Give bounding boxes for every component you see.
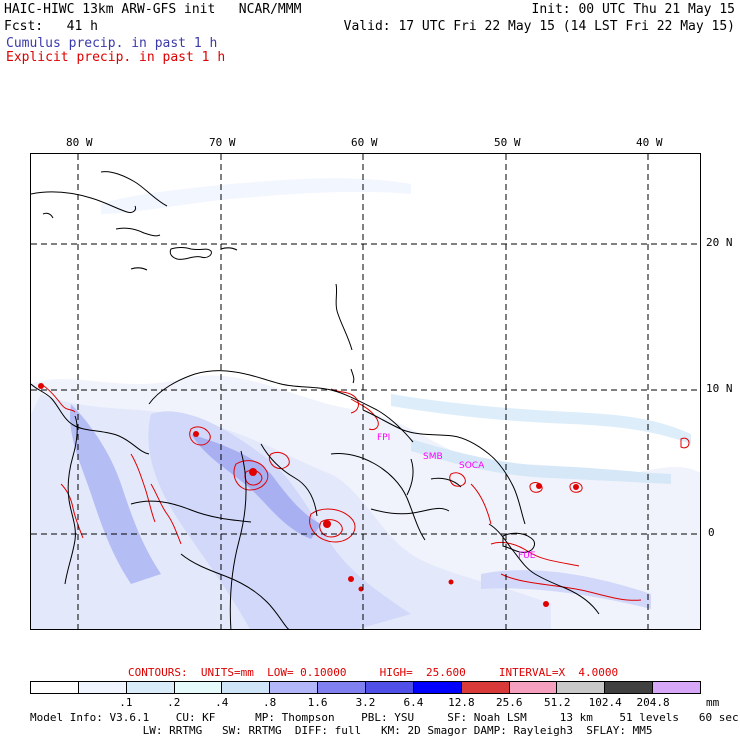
- lon-label-40w: 40 W: [636, 136, 663, 149]
- title-line: HAIC-HIWC 13km ARW-GFS init NCAR/MMM: [4, 2, 302, 17]
- colorbar-segment: [78, 682, 127, 693]
- colorbar-segment: [126, 682, 175, 693]
- colorbar-unit: mm: [706, 696, 720, 709]
- cumulus-legend: Cumulus precip. in past 1 h: [6, 36, 218, 51]
- colorbar-label: 51.2: [543, 696, 571, 709]
- explicit-legend: Explicit precip. in past 1 h: [6, 50, 226, 65]
- station-label-soca: SOCA: [459, 461, 485, 471]
- colorbar-segment: [318, 682, 367, 693]
- colorbar-label: .8: [263, 696, 277, 709]
- lon-label-50w: 50 W: [494, 136, 521, 149]
- colorbar-segment: [413, 682, 462, 693]
- colorbar-label: .1: [119, 696, 133, 709]
- station-label-fpi: FPI: [377, 433, 390, 443]
- colorbar-label: 1.6: [307, 696, 328, 709]
- colorbar-label: 3.2: [355, 696, 376, 709]
- cumulus-precip-shading: [31, 178, 700, 629]
- colorbar-label: 102.4: [588, 696, 622, 709]
- model-info-line2: LW: RRTMG SW: RRTMG DIFF: full KM: 2D Sm…: [30, 724, 653, 737]
- lat-label-20n: 20 N: [706, 236, 733, 249]
- lon-label-70w: 70 W: [209, 136, 236, 149]
- forecast-hour: Fcst: 41 h: [4, 19, 98, 34]
- colorbar-segment: [366, 682, 414, 693]
- colorbar-segment: [461, 682, 510, 693]
- colorbar-segment: [270, 682, 319, 693]
- lat-label-0: 0: [708, 526, 715, 539]
- colorbar-label: .4: [215, 696, 229, 709]
- colorbar-label: 12.8: [448, 696, 475, 709]
- colorbar-label: 6.4: [403, 696, 424, 709]
- map-canvas: FPI SMB SOCA FUE: [31, 154, 700, 629]
- lon-label-60w: 60 W: [351, 136, 378, 149]
- station-labels: FPI SMB SOCA FUE: [377, 433, 536, 561]
- colorbar-label: 25.6: [496, 696, 523, 709]
- lat-lon-grid: [31, 154, 700, 629]
- colorbar-segment: [653, 682, 701, 693]
- colorbar-segment: [222, 682, 271, 693]
- precip-map: FPI SMB SOCA FUE: [30, 153, 701, 630]
- station-label-fue: FUE: [518, 551, 536, 561]
- coastlines: [31, 171, 600, 629]
- colorbar-segment: [31, 682, 79, 693]
- lat-label-10n: 10 N: [706, 382, 733, 395]
- valid-time: Valid: 17 UTC Fri 22 May 15 (14 LST Fri …: [343, 19, 735, 34]
- station-label-smb: SMB: [423, 452, 443, 462]
- colorbar-segment: [557, 682, 606, 693]
- colorbar-segment: [509, 682, 558, 693]
- explicit-precip-cores: [38, 383, 579, 607]
- colorbar: [30, 681, 701, 694]
- colorbar-label: .2: [167, 696, 181, 709]
- contours-info: CONTOURS: UNITS=mm LOW= 0.10000 HIGH= 25…: [128, 666, 619, 679]
- model-info-line1: Model Info: V3.6.1 CU: KF MP: Thompson P…: [30, 711, 739, 724]
- colorbar-label: 204.8: [636, 696, 670, 709]
- lon-label-80w: 80 W: [66, 136, 93, 149]
- colorbar-segment: [174, 682, 223, 693]
- colorbar-segment: [605, 682, 654, 693]
- init-time: Init: 00 UTC Thu 21 May 15: [531, 2, 736, 17]
